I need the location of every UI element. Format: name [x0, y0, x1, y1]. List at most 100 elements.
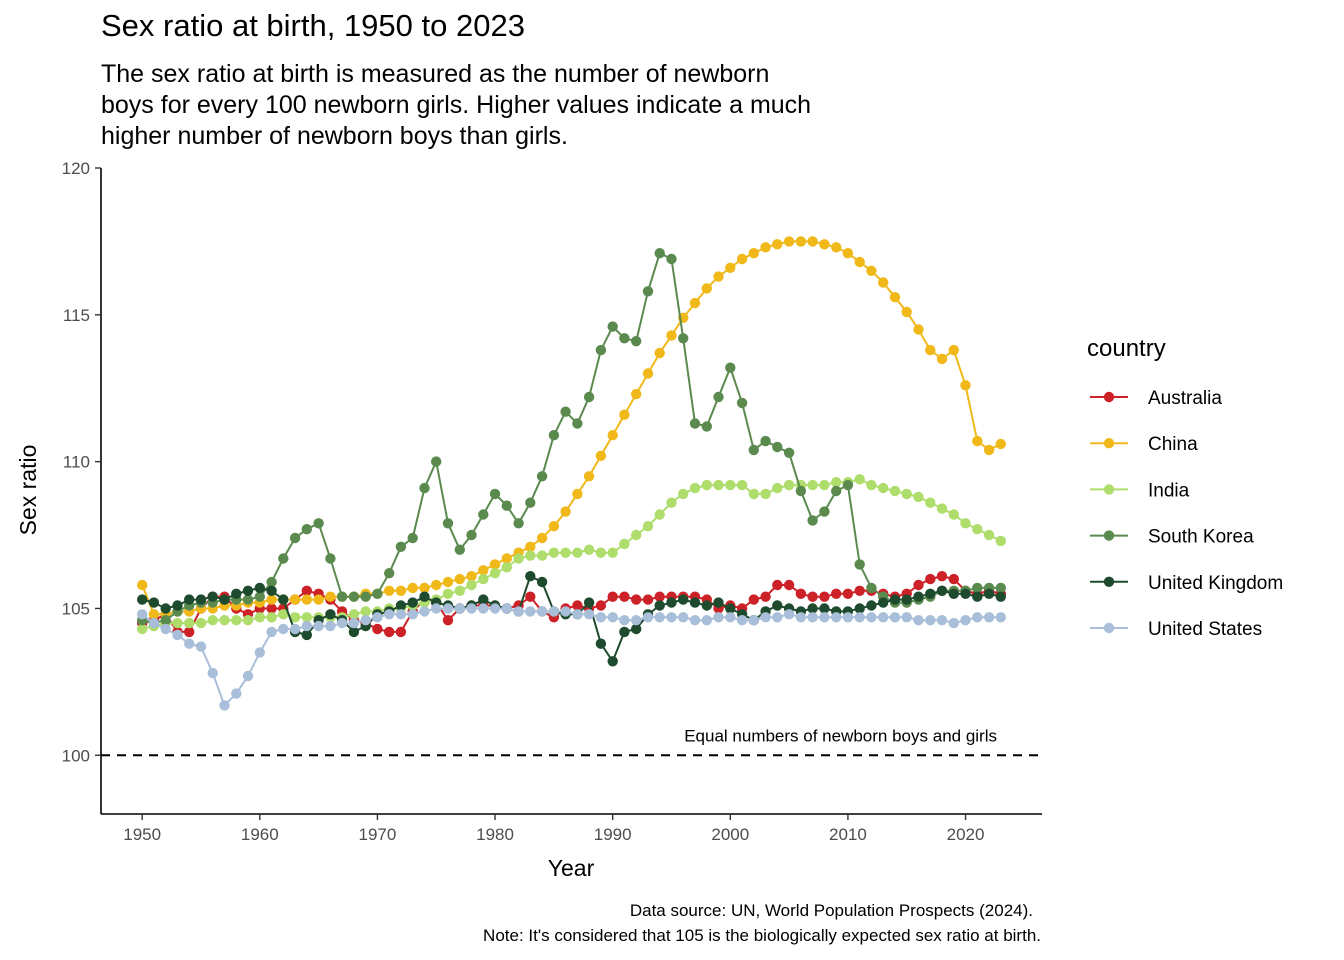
data-point-south-korea	[725, 362, 736, 373]
data-point-united-states	[807, 612, 818, 623]
data-point-india	[854, 474, 865, 485]
data-point-united-states	[195, 641, 207, 652]
data-point-india	[666, 497, 677, 508]
data-point-united-kingdom	[654, 600, 665, 611]
data-point-united-states	[572, 609, 583, 620]
data-point-india	[348, 609, 360, 620]
data-point-india	[913, 491, 924, 503]
data-point-south-korea	[536, 471, 548, 482]
legend-label: China	[1148, 434, 1198, 455]
data-point-india	[925, 497, 936, 508]
data-point-united-states	[478, 603, 489, 614]
data-point-united-kingdom	[772, 600, 783, 611]
data-point-china	[760, 242, 771, 253]
data-point-united-states	[619, 615, 630, 626]
data-point-india	[478, 573, 489, 585]
data-point-australia	[572, 600, 583, 611]
data-point-united-kingdom	[395, 600, 407, 611]
data-point-united-states	[866, 612, 877, 623]
data-point-south-korea	[595, 344, 607, 356]
data-point-china	[983, 444, 995, 456]
data-point-south-korea	[995, 582, 1006, 594]
data-point-united-states	[513, 606, 524, 617]
data-point-united-states	[148, 617, 160, 629]
data-point-south-korea	[278, 553, 289, 564]
data-point-india	[536, 550, 548, 561]
data-point-china	[489, 559, 501, 570]
data-point-china	[948, 344, 959, 356]
data-point-united-kingdom	[301, 629, 312, 641]
data-point-india	[466, 579, 477, 591]
x-tick-label: 1960	[241, 825, 279, 844]
data-point-united-states	[772, 612, 783, 623]
data-point-china	[889, 292, 901, 303]
data-point-china	[995, 438, 1006, 450]
data-point-india	[866, 479, 877, 491]
data-point-australia	[772, 579, 783, 591]
data-point-australia	[184, 626, 195, 638]
data-point-china	[442, 576, 454, 588]
legend-label: United Kingdom	[1148, 573, 1283, 594]
data-point-united-kingdom	[878, 597, 889, 608]
series-china	[137, 236, 1006, 620]
data-point-united-states	[325, 620, 336, 632]
data-point-united-states	[454, 603, 465, 614]
data-point-united-kingdom	[184, 594, 195, 605]
x-tick-label: 2000	[711, 825, 749, 844]
data-point-united-states	[231, 688, 242, 699]
series-south-korea	[137, 248, 1006, 629]
y-tick-label: 120	[62, 159, 90, 178]
data-point-india	[889, 485, 901, 497]
data-point-united-states	[254, 647, 265, 658]
data-point-united-kingdom	[195, 594, 207, 605]
data-point-china	[289, 594, 301, 605]
data-point-india	[689, 482, 701, 494]
data-point-united-kingdom	[525, 571, 536, 582]
x-tick-label: 2010	[829, 825, 867, 844]
data-point-united-kingdom	[160, 603, 171, 614]
data-point-united-states	[854, 612, 865, 623]
data-point-australia	[372, 623, 383, 635]
data-point-india	[513, 553, 524, 564]
data-point-south-korea	[631, 336, 642, 347]
data-point-united-states	[160, 623, 171, 635]
data-point-united-states	[983, 612, 995, 623]
data-point-south-korea	[619, 333, 630, 344]
data-point-united-states	[466, 603, 477, 614]
data-point-south-korea	[266, 576, 277, 588]
data-point-south-korea	[795, 485, 807, 497]
data-point-india	[983, 529, 995, 541]
data-point-india	[678, 488, 689, 500]
data-point-australia	[595, 600, 607, 611]
data-point-india	[360, 606, 371, 617]
data-point-united-states	[725, 612, 736, 623]
data-point-china	[478, 565, 489, 576]
x-tick-label: 2020	[947, 825, 985, 844]
data-point-south-korea	[419, 482, 430, 494]
data-point-india	[231, 615, 242, 626]
legend-label: Australia	[1148, 388, 1222, 409]
data-point-united-states	[301, 620, 312, 632]
data-point-australia	[442, 615, 454, 626]
legend-item-china: China	[1090, 434, 1198, 455]
data-point-australia	[842, 588, 854, 599]
legend-item-india: India	[1090, 480, 1190, 501]
data-point-south-korea	[384, 568, 395, 579]
x-tick-label: 1950	[123, 825, 161, 844]
data-point-china	[736, 253, 748, 265]
series-line-south-korea	[141, 251, 1001, 625]
data-point-australia	[607, 591, 618, 602]
data-point-india	[548, 547, 560, 558]
data-point-australia	[384, 626, 395, 638]
x-tick-label: 1990	[594, 825, 632, 844]
data-point-india	[819, 479, 830, 491]
data-point-south-korea	[301, 524, 312, 535]
legend-item-united-kingdom: United Kingdom	[1090, 573, 1283, 594]
data-point-china	[631, 388, 642, 400]
y-axis-title: Sex ratio	[15, 445, 41, 536]
legend-item-south-korea: South Korea	[1090, 527, 1254, 548]
data-point-india	[948, 509, 959, 520]
data-point-united-states	[548, 606, 560, 617]
data-point-india	[289, 612, 301, 623]
data-point-united-kingdom	[407, 597, 418, 608]
